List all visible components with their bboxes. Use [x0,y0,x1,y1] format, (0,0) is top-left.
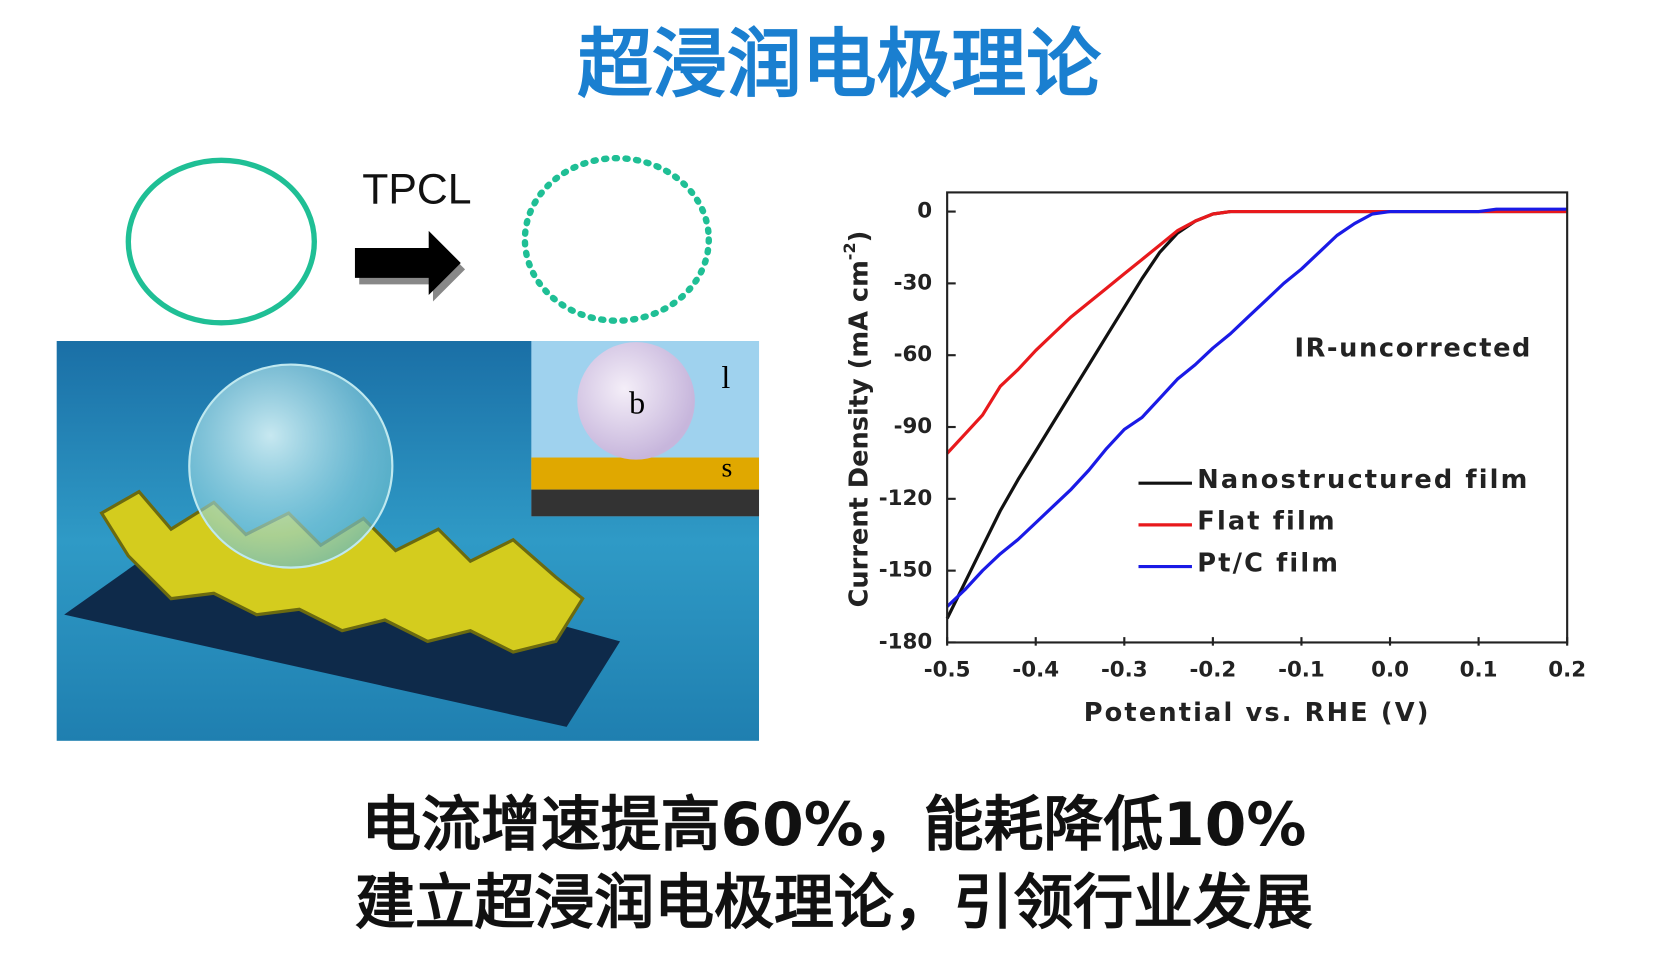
arrow [354,230,461,296]
footer-line: 建立超浸润电极理论，引领行业发展 [355,868,1313,938]
x-axis-label: Potential vs. RHE (V) [1084,698,1431,728]
x-tick-label: -0.2 [1190,657,1237,682]
solid-circle [125,157,317,326]
x-tick-label: 0.2 [1548,657,1586,682]
x-tick-label: -0.3 [1101,657,1148,682]
series-line [946,207,1568,608]
dotted-circle [521,155,712,324]
y-axis-label: Current Density (mA cm-2) [839,231,874,608]
legend-label: Pt/C film [1197,548,1340,578]
plot-frame [946,191,1569,644]
inset-label: b [629,385,645,421]
inset-label: l [721,359,730,395]
x-tick-label: 0.0 [1371,657,1409,682]
y-axis-label-part: Current Density (mA cm [845,260,875,607]
x-tick-label: -0.5 [924,657,971,682]
x-tick-label: -0.1 [1278,657,1325,682]
y-axis-label-part: -2 [839,242,858,260]
inset-base [531,489,760,517]
legend-label: Flat film [1197,507,1336,537]
legend-label: Nanostructured film [1197,465,1529,495]
x-tick-label: 0.1 [1460,657,1498,682]
inset-surface [531,457,760,490]
bubble [188,363,394,569]
y-tick-label: 0 [917,199,932,224]
y-tick-label: -180 [879,629,932,654]
slide-title: 超浸润电极理论 [577,21,1102,108]
y-tick-label: -60 [894,342,933,367]
y-axis-label-part: ) [845,231,875,243]
y-tick-label: -150 [879,558,932,583]
inset-label: s [722,453,733,484]
y-tick-label: -30 [894,270,933,295]
series-line [945,209,1568,455]
footer-line: 电流增速提高60%，能耗降低10% [361,790,1306,860]
arrow-label: TPCL [362,166,471,214]
y-tick-label: -120 [879,486,932,511]
inset-bubble [577,342,695,460]
y-tick-label: -90 [894,414,933,439]
annotation: IR-uncorrected [1294,334,1532,364]
x-tick-label: -0.4 [1012,657,1059,682]
